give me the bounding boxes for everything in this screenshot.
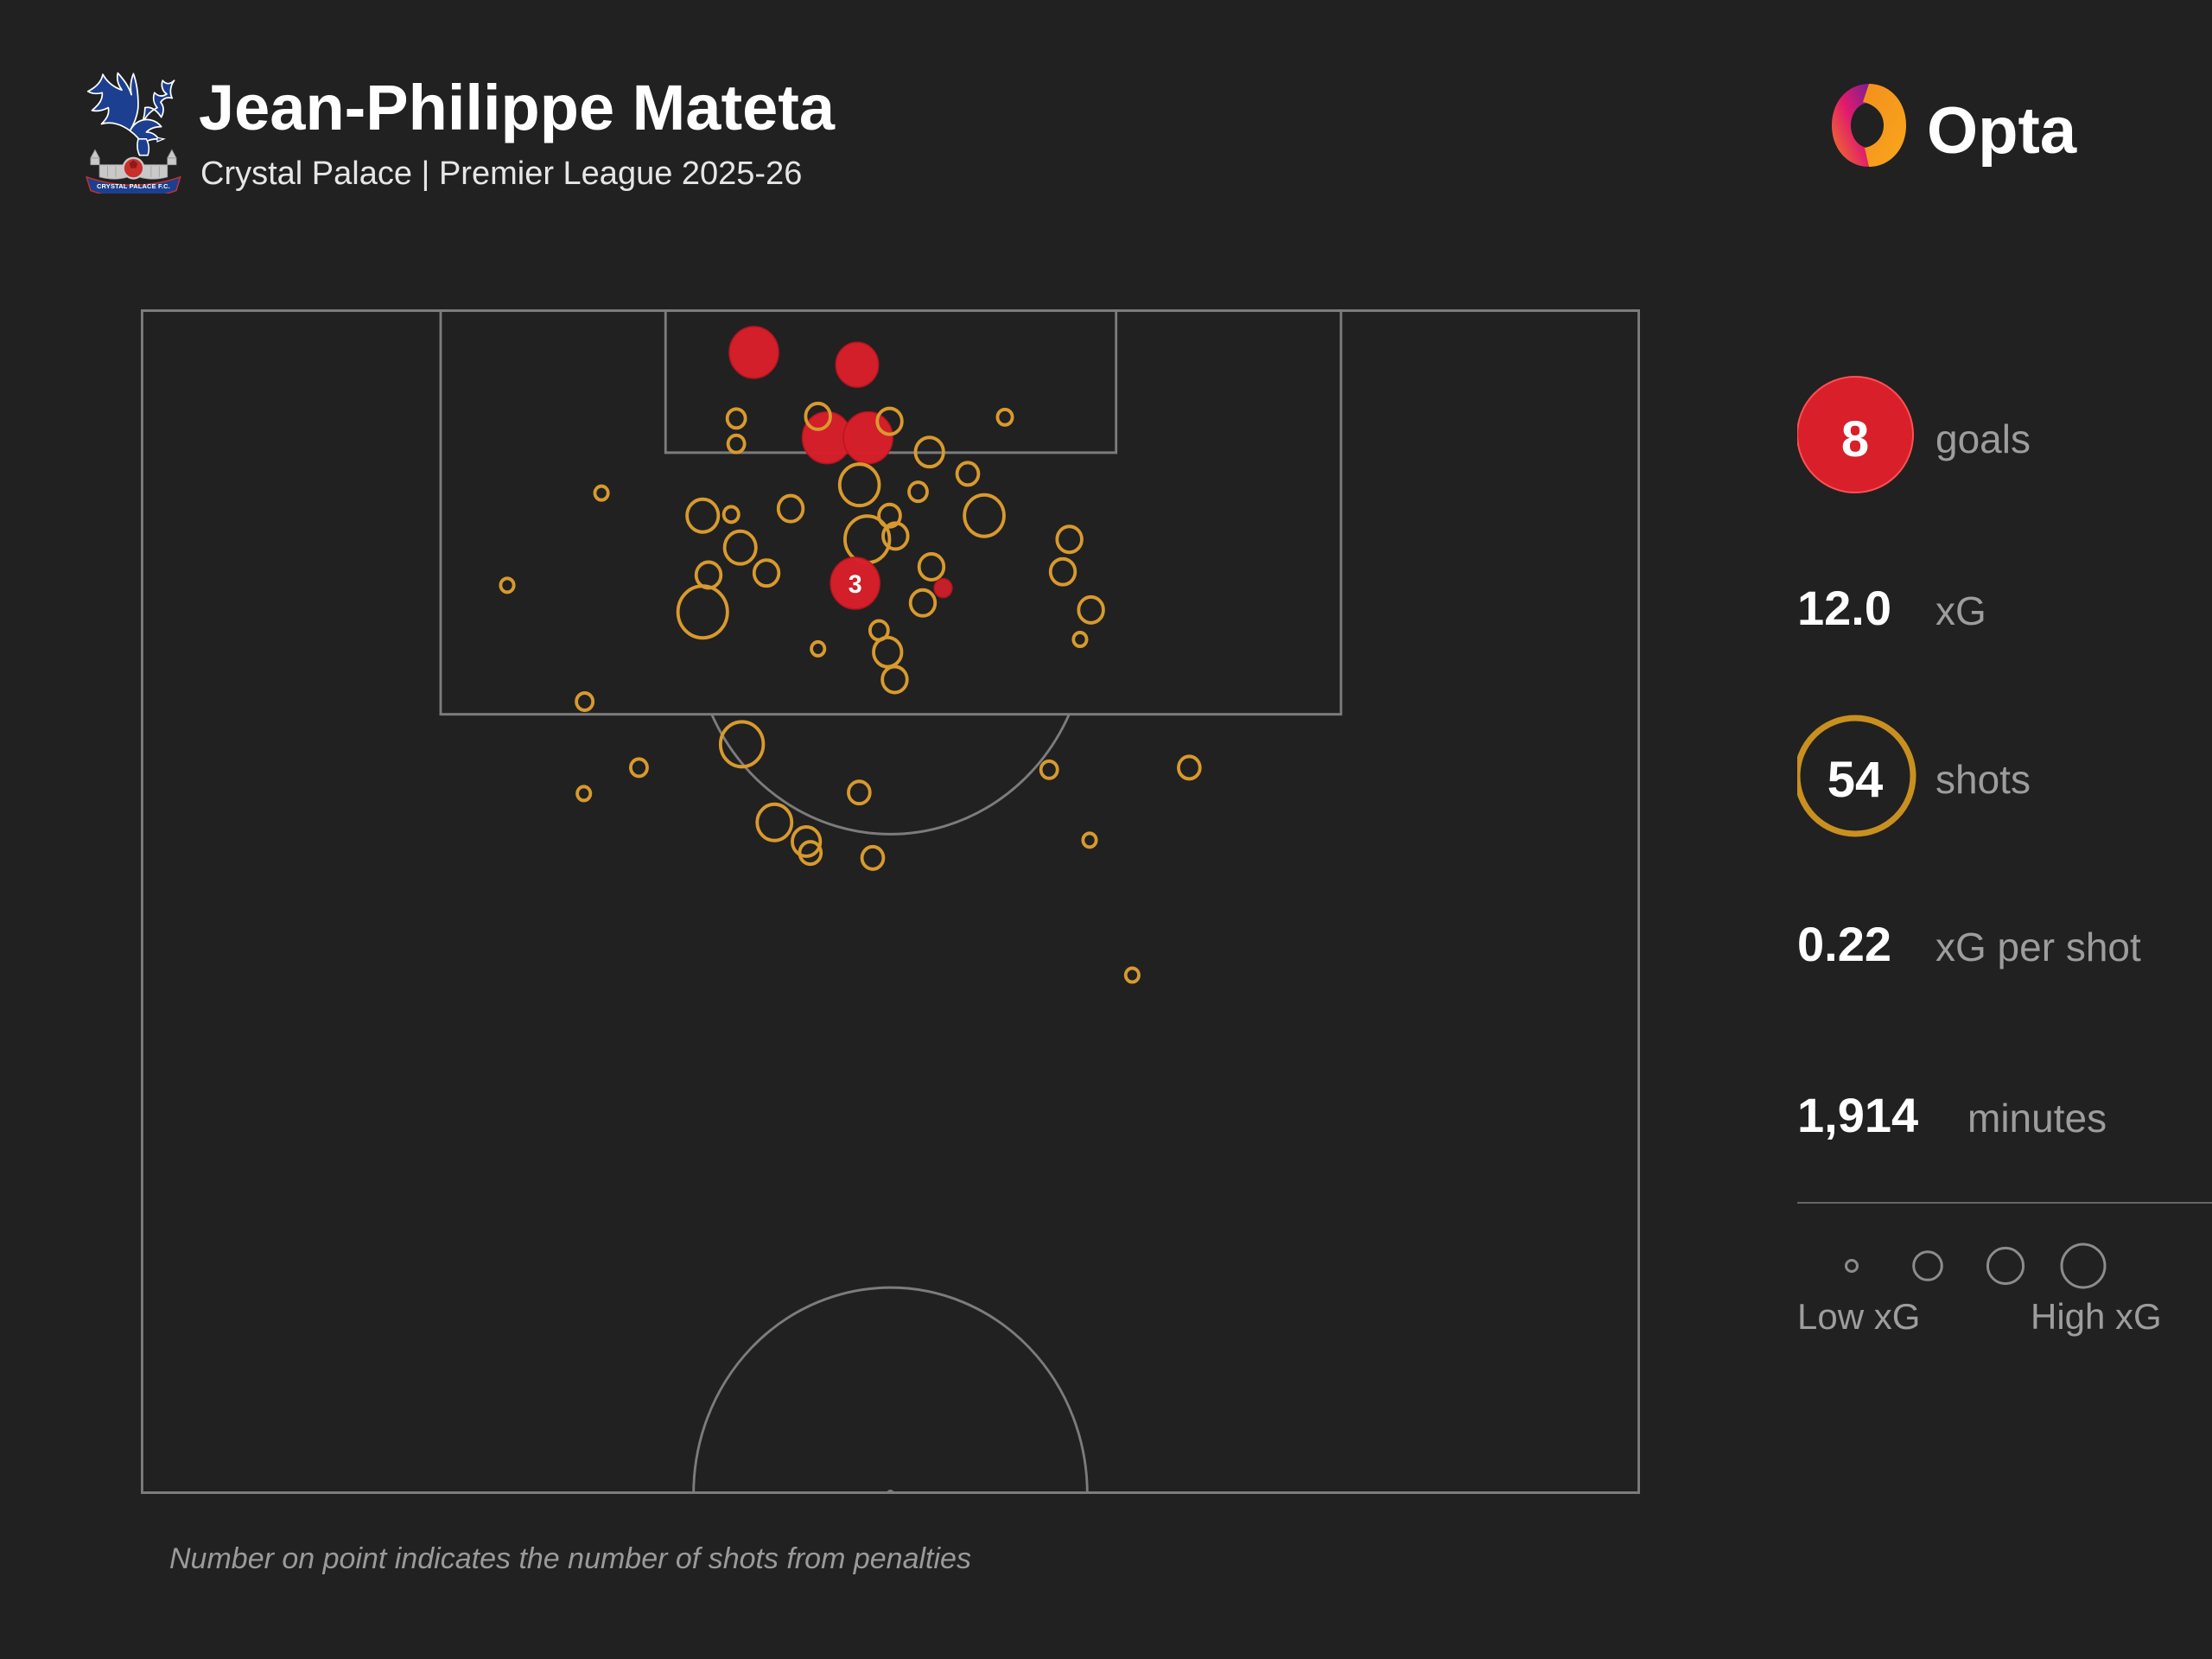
svg-text:Low xG: Low xG (1797, 1296, 1920, 1337)
svg-text:3: 3 (849, 569, 862, 599)
svg-text:xG per shot: xG per shot (1936, 925, 2141, 969)
svg-text:xG: xG (1936, 588, 1986, 633)
svg-text:CRYSTAL PALACE F.C.: CRYSTAL PALACE F.C. (97, 182, 170, 190)
svg-text:1,914: 1,914 (1797, 1088, 1918, 1142)
svg-text:shots: shots (1936, 757, 2031, 802)
svg-text:0.22: 0.22 (1797, 917, 1891, 971)
svg-text:High xG: High xG (2031, 1296, 2162, 1337)
svg-text:54: 54 (1827, 752, 1884, 808)
svg-text:12.0: 12.0 (1797, 581, 1891, 635)
svg-text:minutes: minutes (1967, 1096, 2107, 1141)
svg-text:8: 8 (1841, 411, 1869, 467)
svg-text:goals: goals (1936, 416, 2031, 461)
